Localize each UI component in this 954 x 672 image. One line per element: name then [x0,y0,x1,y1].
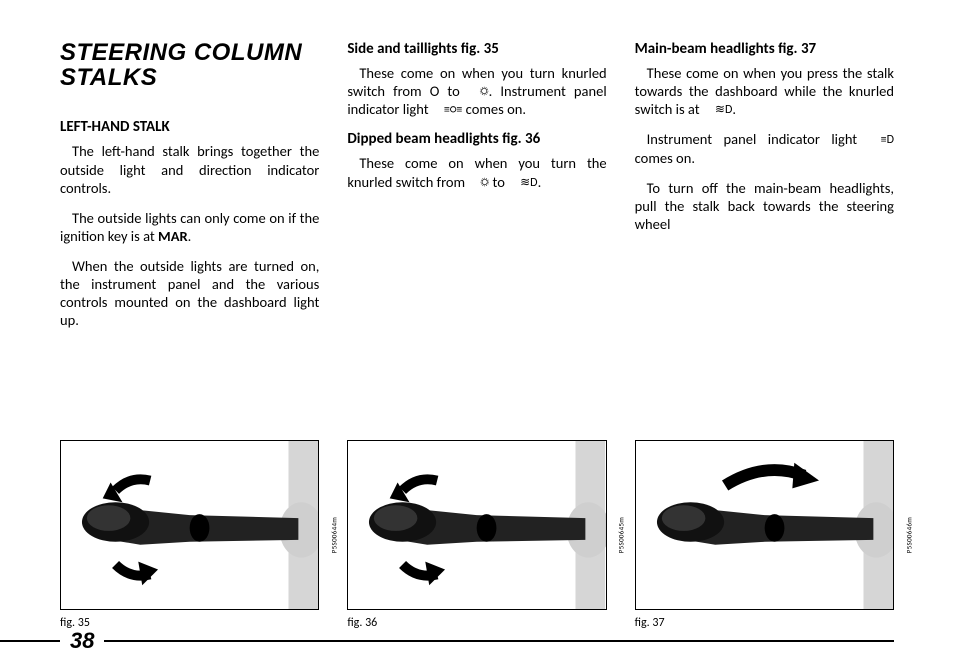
text: to [489,173,508,191]
footer-rule [0,640,60,642]
figure-37-wrap: P5S00646m fig. 37 [635,440,894,630]
page-number: 38 [70,628,94,654]
stalk-illustration-icon [636,441,893,609]
figure-code: P5S00645m [617,517,626,553]
sidelight-icon: ☼ [468,176,489,191]
heading-dipped-beam: Dipped beam headlights fig. 36 [347,130,606,148]
sidelight-icon: ☼ [468,85,489,100]
text: These come on when you press the stalk t… [635,64,894,118]
figure-35-wrap: P5S00644m fig. 35 [60,440,319,630]
dipped-icon: ≋D [703,103,732,118]
text: . [188,227,192,245]
paragraph: The left-hand stalk brings together the … [60,142,319,196]
figure-35 [60,440,319,610]
text: . [538,173,542,191]
stalk-illustration-icon [348,441,605,609]
column-left: STEERING COLUMN STALKS LEFT-HAND STALK T… [60,40,319,400]
paragraph: These come on when you turn the knurled … [347,154,606,190]
figure-code: P5S00644m [329,517,338,553]
paragraph: These come on when you turn knurled swit… [347,64,606,118]
paragraph: These come on when you press the stalk t… [635,64,894,118]
footer-rule [104,640,894,642]
figure-36-wrap: P5S00645m fig. 36 [347,440,606,630]
figures-row: P5S00644m fig. 35 P5S00645m [60,440,894,630]
figure-code: P5S00646m [904,517,913,553]
text: comes on. [462,100,526,118]
highbeam-icon: ≡D [869,133,894,148]
paragraph: The outside lights can only come on if t… [60,209,319,245]
text: comes on. [635,149,695,167]
figure-37 [635,440,894,610]
indicator-icon: ≡○≡ [432,103,463,118]
figure-36 [347,440,606,610]
paragraph: To turn off the main-beam headlights, pu… [635,179,894,233]
dipped-icon: ≋D [508,176,537,191]
page-title: STEERING COLUMN STALKS [60,40,319,90]
text: . [732,100,736,118]
heading-main-beam: Main-beam headlights fig. 37 [635,40,894,58]
paragraph: Instrument panel indicator light ≡D come… [635,130,894,166]
column-middle: Side and taillights fig. 35 These come o… [347,40,606,400]
stalk-illustration-icon [61,441,318,609]
column-right: Main-beam headlights fig. 37 These come … [635,40,894,400]
text: Instrument panel indicator light [647,130,869,148]
page-footer: 38 [0,628,894,654]
heading-left-hand-stalk: LEFT-HAND STALK [60,118,319,136]
paragraph: When the outside lights are turned on, t… [60,257,319,330]
text-bold: MAR [158,227,188,245]
heading-side-taillights: Side and taillights fig. 35 [347,40,606,58]
